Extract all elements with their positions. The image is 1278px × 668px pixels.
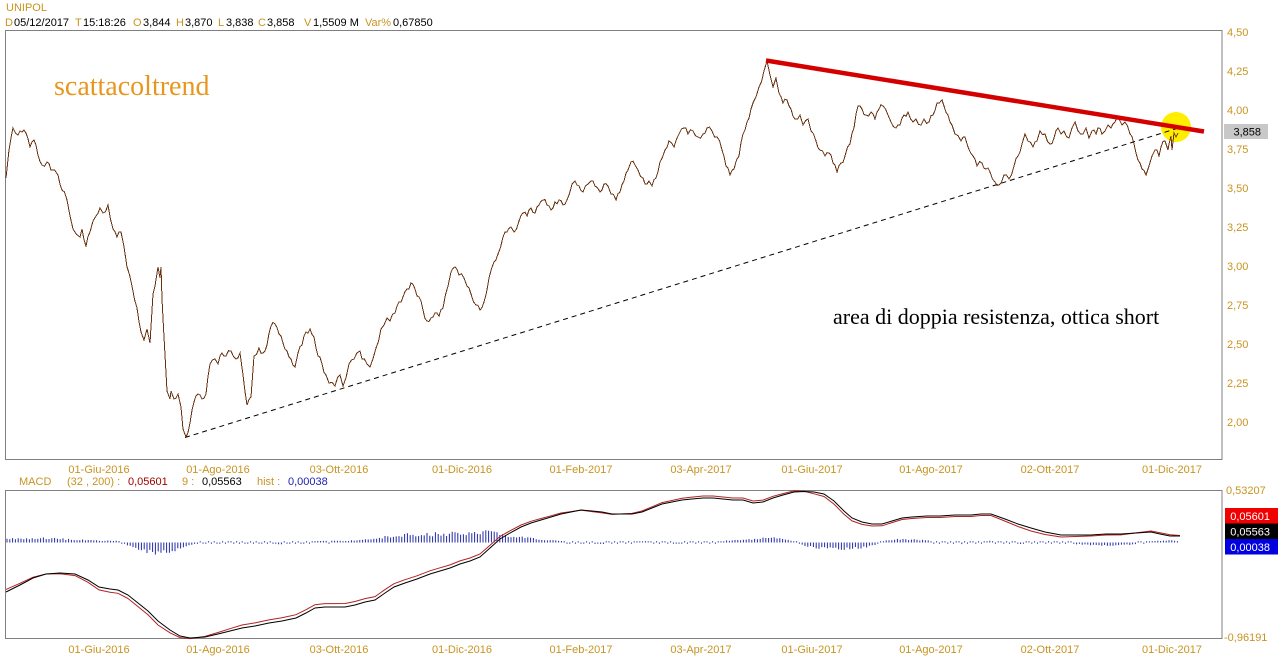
svg-text:T: T — [75, 17, 82, 29]
svg-text:01-Giu-2016: 01-Giu-2016 — [68, 464, 129, 476]
svg-text:0,00038: 0,00038 — [288, 476, 328, 488]
svg-text:05/12/2017: 05/12/2017 — [14, 17, 69, 29]
svg-text:01-Feb-2017: 01-Feb-2017 — [550, 644, 613, 656]
svg-text:3,00: 3,00 — [1227, 261, 1248, 273]
svg-text:01-Dic-2017: 01-Dic-2017 — [1142, 464, 1202, 476]
svg-text:03-Ott-2016: 03-Ott-2016 — [310, 464, 369, 476]
svg-text:0,05563: 0,05563 — [1230, 527, 1270, 539]
svg-text:9 :: 9 : — [182, 476, 194, 488]
svg-text:01-Dic-2017: 01-Dic-2017 — [1142, 644, 1202, 656]
svg-text:3,50: 3,50 — [1227, 183, 1248, 195]
svg-text:0,00038: 0,00038 — [1230, 542, 1270, 554]
svg-text:01-Ago-2016: 01-Ago-2016 — [186, 644, 250, 656]
svg-text:01-Giu-2017: 01-Giu-2017 — [781, 464, 842, 476]
svg-text:L: L — [218, 17, 224, 29]
svg-text:3,858: 3,858 — [267, 17, 295, 29]
svg-text:Var%: Var% — [365, 17, 391, 29]
svg-text:MACD: MACD — [19, 476, 51, 488]
svg-text:H: H — [176, 17, 184, 29]
svg-text:3,870: 3,870 — [185, 17, 213, 29]
svg-text:03-Apr-2017: 03-Apr-2017 — [670, 464, 731, 476]
svg-text:4,25: 4,25 — [1227, 66, 1248, 78]
svg-text:O: O — [133, 17, 142, 29]
svg-text:01-Feb-2017: 01-Feb-2017 — [550, 464, 613, 476]
svg-text:2,00: 2,00 — [1227, 417, 1248, 429]
svg-text:3,25: 3,25 — [1227, 222, 1248, 234]
svg-text:2,50: 2,50 — [1227, 339, 1248, 351]
svg-text:D: D — [5, 17, 13, 29]
svg-text:0,53207: 0,53207 — [1226, 485, 1266, 497]
svg-text:01-Ago-2016: 01-Ago-2016 — [186, 464, 250, 476]
svg-text:02-Ott-2017: 02-Ott-2017 — [1021, 464, 1080, 476]
svg-text:2,25: 2,25 — [1227, 378, 1248, 390]
svg-text:15:18:26: 15:18:26 — [83, 17, 126, 29]
svg-text:3,75: 3,75 — [1227, 144, 1248, 156]
svg-text:scattacoltrend: scattacoltrend — [54, 71, 209, 102]
svg-text:0,05601: 0,05601 — [1230, 511, 1270, 523]
svg-text:UNIPOL: UNIPOL — [6, 2, 47, 14]
svg-text:01-Giu-2016: 01-Giu-2016 — [68, 644, 129, 656]
svg-text:hist :: hist : — [257, 476, 280, 488]
svg-text:0,05563: 0,05563 — [202, 476, 242, 488]
svg-text:02-Ott-2017: 02-Ott-2017 — [1021, 644, 1080, 656]
svg-text:2,75: 2,75 — [1227, 300, 1248, 312]
svg-text:V: V — [304, 17, 312, 29]
svg-text:1,5509 M: 1,5509 M — [313, 17, 359, 29]
svg-text:(32 , 200) :: (32 , 200) : — [67, 476, 120, 488]
svg-text:C: C — [258, 17, 266, 29]
svg-text:01-Dic-2016: 01-Dic-2016 — [432, 644, 492, 656]
svg-text:0,67850: 0,67850 — [393, 17, 433, 29]
svg-text:-0,96191: -0,96191 — [1224, 632, 1267, 644]
svg-text:01-Ago-2017: 01-Ago-2017 — [899, 644, 963, 656]
svg-text:0,05601: 0,05601 — [128, 476, 168, 488]
svg-text:03-Apr-2017: 03-Apr-2017 — [670, 644, 731, 656]
svg-text:01-Ago-2017: 01-Ago-2017 — [899, 464, 963, 476]
svg-text:03-Ott-2016: 03-Ott-2016 — [310, 644, 369, 656]
svg-text:3,838: 3,838 — [226, 17, 254, 29]
svg-text:01-Dic-2016: 01-Dic-2016 — [432, 464, 492, 476]
svg-text:4,50: 4,50 — [1227, 27, 1248, 39]
svg-text:3,844: 3,844 — [143, 17, 171, 29]
svg-text:4,00: 4,00 — [1227, 105, 1248, 117]
svg-text:01-Giu-2017: 01-Giu-2017 — [781, 644, 842, 656]
svg-text:3,858: 3,858 — [1233, 127, 1261, 139]
svg-text:area di doppia resistenza, ott: area di doppia resistenza, ottica short — [833, 304, 1159, 329]
